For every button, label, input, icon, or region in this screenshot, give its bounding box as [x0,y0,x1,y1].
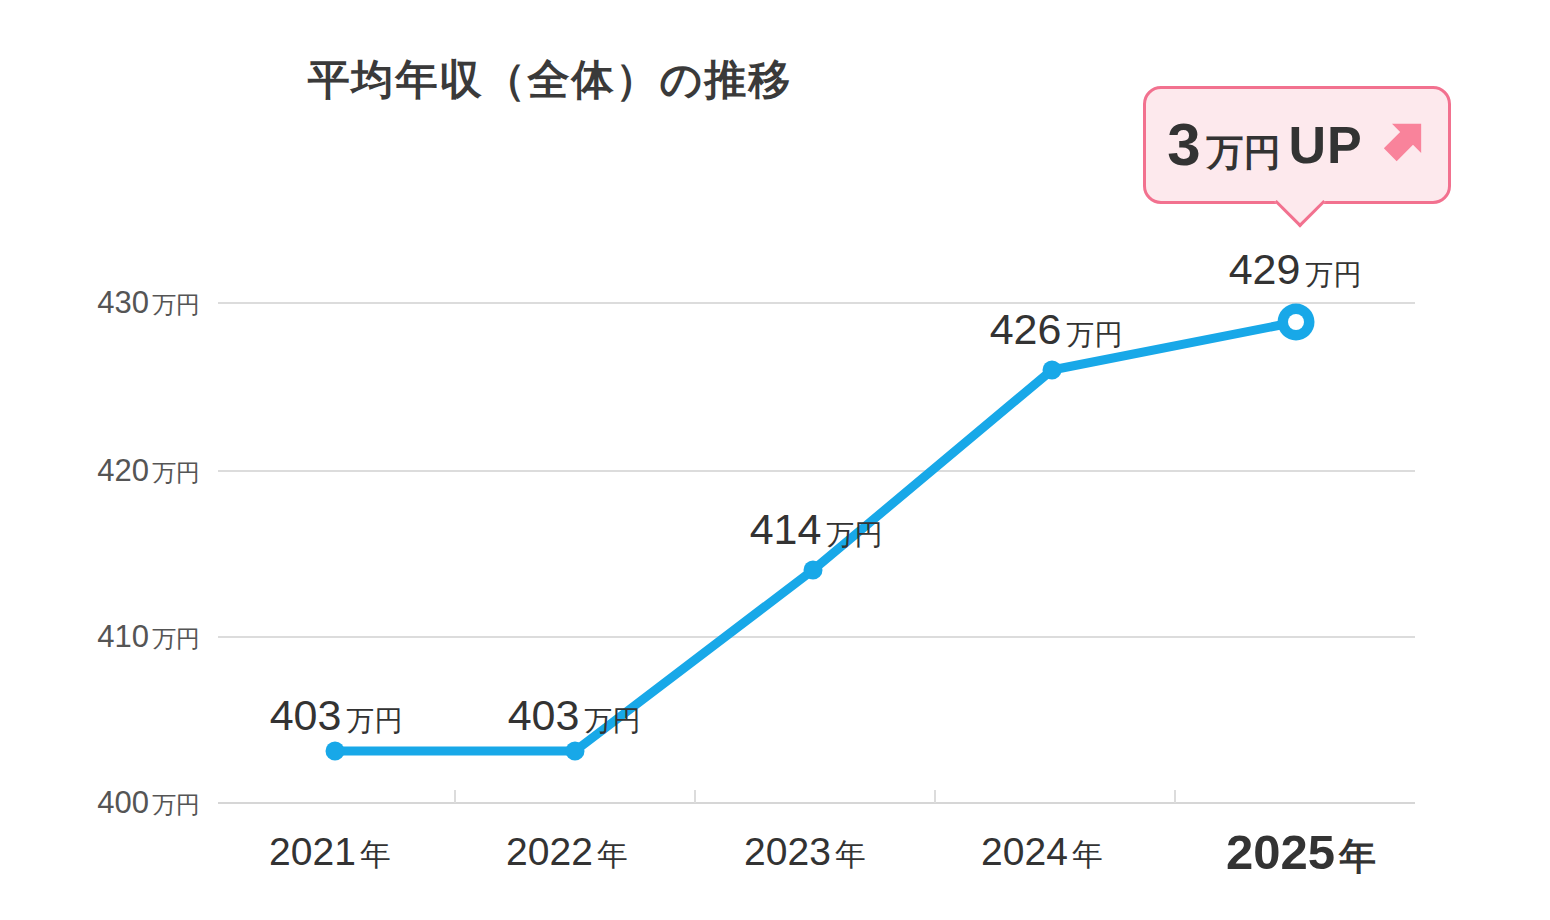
point-label-2021: 403万円 [270,692,403,744]
data-point-2025-center [1288,314,1304,330]
point-value: 414 [750,505,822,553]
point-unit: 万円 [1066,319,1122,350]
chart-canvas: 平均年収（全体）の推移 430万円 420万円 410万円 400万円 403万… [0,0,1550,920]
increase-callout-balloon: 3 万円 UP [1143,86,1451,204]
up-right-arrow-icon [1371,118,1427,174]
point-unit: 万円 [346,705,402,736]
data-point-2023 [804,561,823,580]
point-value: 403 [508,691,580,739]
point-label-2025: 429万円 [1229,246,1362,298]
data-point-2024 [1043,361,1062,380]
point-unit: 万円 [826,519,882,550]
point-unit: 万円 [1305,259,1361,290]
point-value: 429 [1229,245,1301,293]
data-point-2022 [566,742,585,761]
callout-unit: 万円 [1207,134,1281,171]
point-label-2023: 414万円 [750,506,883,558]
callout-value: 3 [1167,115,1200,175]
data-point-2021 [326,742,345,761]
point-value: 426 [990,305,1062,353]
point-label-2022: 403万円 [508,692,641,744]
callout-up-label: UP [1289,119,1363,171]
point-value: 403 [270,691,342,739]
point-label-2024: 426万円 [990,306,1123,358]
point-unit: 万円 [584,705,640,736]
